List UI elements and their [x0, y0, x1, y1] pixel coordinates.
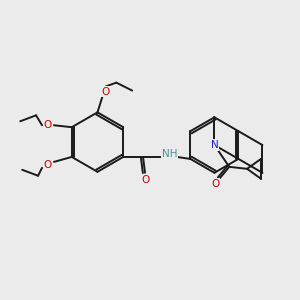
Text: O: O — [141, 175, 149, 185]
Text: O: O — [44, 160, 52, 170]
Text: O: O — [211, 179, 220, 189]
Text: NH: NH — [162, 149, 178, 159]
Text: O: O — [101, 86, 110, 97]
Text: O: O — [44, 120, 52, 130]
Text: N: N — [211, 140, 218, 150]
